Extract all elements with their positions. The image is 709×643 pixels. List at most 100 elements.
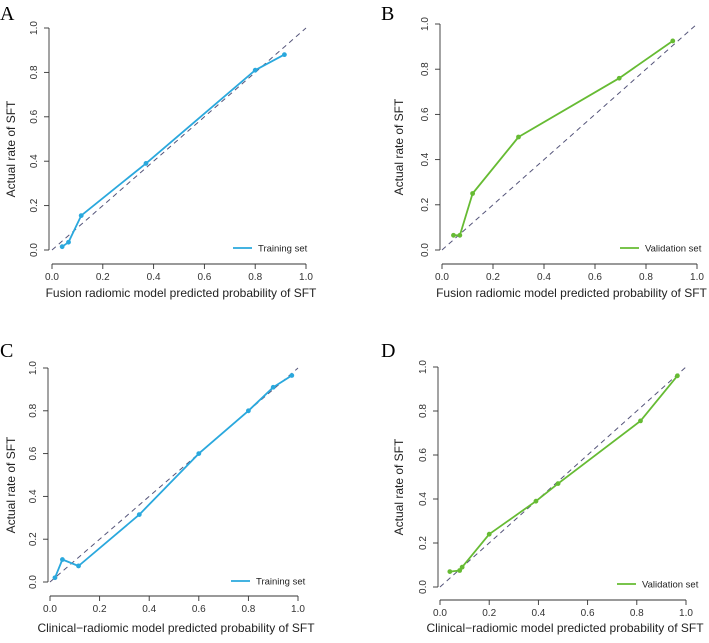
chart-2-y-tick-label: 0.4: [28, 489, 39, 503]
chart-2-x-tick-label: 0.8: [241, 604, 255, 615]
chart-2-y-tick-label: 0.0: [28, 575, 39, 589]
chart-0-x-tick-label: 0.2: [96, 272, 110, 283]
chart-3-data-point: [555, 481, 561, 486]
chart-3-data-point: [638, 418, 643, 424]
chart-2-x-axis-label: Clinical−radiomic model predicted probab…: [37, 621, 315, 635]
chart-3-x-tick-label: 0.4: [531, 608, 545, 619]
chart-0-y-tick-label: 0.0: [29, 243, 40, 257]
chart-0-panel: A 0.0 0.2 0.4 0.6 0.8 1.0 0.0 0.2 0.4 0.6 0.8 1.0 Fus…: [0, 3, 317, 300]
chart-2-series-line: [54, 374, 293, 579]
chart-0-panel-letter: A: [0, 3, 15, 25]
chart-3-data-point: [457, 568, 463, 573]
chart-0-x-tick-label: 0.4: [147, 272, 161, 283]
chart-0-data-point: [78, 213, 84, 218]
chart-2-y-tick-label: 0.8: [28, 403, 39, 417]
chart-0-y-axis-label: Actual rate of SFT: [4, 100, 18, 197]
chart-3-ideal-reference-line: [439, 366, 687, 588]
chart-0-x-tick-label: 0.8: [248, 272, 262, 283]
chart-1-ideal-reference-line: [441, 23, 698, 251]
chart-1-data-point: [470, 191, 475, 196]
chart-2-x-tick-label: 0.2: [93, 604, 107, 615]
chart-1-panel: B 0.0 0.2 0.4 0.6 0.8 1.0 0.0 0.2 0.4 0.6 0.8 1.0 Fus…: [381, 3, 708, 300]
chart-2-x-tick-label: 0.0: [43, 604, 57, 615]
chart-1-x-tick-label: 0.0: [435, 272, 449, 283]
chart-3-panel: D 0.0 0.2 0.4 0.6 0.8 1.0 0.0 0.2 0.4 0.6 0.8 1.0 Cli…: [381, 340, 704, 635]
chart-2-x-tick-label: 0.4: [142, 604, 156, 615]
chart-3-legend-label: Validation set: [642, 580, 699, 591]
chart-3-legend: Validation set: [617, 580, 699, 591]
chart-2-data-point: [196, 451, 202, 456]
chart-1-legend-label: Validation set: [645, 244, 702, 255]
chart-0-data-point: [143, 161, 149, 166]
chart-3-x-axis-label: Clinical−radiomic model predicted probab…: [426, 621, 704, 635]
chart-1-y-tick-label: 0.2: [420, 197, 431, 211]
chart-2-data-point: [60, 557, 65, 562]
chart-3-data-point: [674, 373, 680, 379]
chart-0-ideal-reference-line: [51, 27, 307, 251]
chart-0-legend-label: Training set: [258, 244, 308, 255]
chart-3-y-tick-label: 0.4: [418, 492, 429, 506]
chart-2-data-point: [246, 408, 251, 414]
chart-2-data-point: [289, 373, 295, 378]
chart-3-y-tick-label: 0.0: [418, 580, 429, 594]
chart-1-data-point: [451, 232, 456, 238]
chart-1-x-tick-label: 0.6: [588, 272, 602, 283]
chart-1-data-point: [457, 232, 463, 238]
chart-1-series-line: [453, 40, 674, 237]
chart-1-y-tick-label: 0.6: [420, 107, 431, 121]
chart-2-data-point: [270, 384, 276, 390]
chart-0-data-point: [252, 67, 258, 73]
chart-2-data-point: [136, 512, 142, 517]
chart-1-data-point: [616, 75, 622, 81]
chart-0-data-point: [282, 52, 287, 58]
chart-1-y-tick-label: 1.0: [420, 17, 431, 31]
chart-3-panel-letter: D: [381, 340, 395, 362]
chart-0-x-tick-label: 1.0: [299, 272, 313, 283]
chart-1-data-point: [516, 134, 521, 140]
chart-2-data-point: [76, 563, 81, 569]
chart-1-legend: Validation set: [620, 244, 702, 255]
chart-3-x-tick-label: 0.6: [581, 608, 595, 619]
chart-1-y-tick-label: 0.4: [420, 152, 431, 166]
chart-2-data-point: [52, 575, 58, 581]
chart-0-y-tick-label: 0.8: [29, 65, 40, 79]
chart-0-series-line: [61, 53, 285, 248]
chart-0-x-axis-label: Fusion radiomic model predicted probabil…: [46, 286, 317, 300]
chart-1-data-point: [670, 38, 676, 44]
chart-1-x-tick-label: 0.8: [639, 272, 653, 283]
chart-2-y-tick-label: 0.6: [28, 446, 39, 460]
chart-1-x-axis-label: Fusion radiomic model predicted probabil…: [436, 286, 707, 300]
chart-3-x-tick-label: 0.2: [482, 608, 496, 619]
chart-3-x-tick-label: 0.8: [630, 608, 644, 619]
chart-3-data-point: [533, 498, 539, 504]
chart-1-x-tick-label: 1.0: [690, 272, 704, 283]
chart-3-y-tick-label: 0.2: [418, 536, 429, 550]
chart-0-x-tick-label: 0.6: [197, 272, 211, 283]
chart-3-x-tick-label: 1.0: [679, 608, 693, 619]
chart-3-data-point: [459, 564, 465, 570]
chart-0-legend: Training set: [233, 244, 308, 255]
chart-0-y-tick-label: 0.6: [29, 109, 40, 123]
chart-1-y-tick-label: 0.8: [420, 62, 431, 76]
chart-1-panel-letter: B: [381, 3, 394, 25]
chart-2-legend-label: Training set: [256, 577, 306, 588]
chart-2-x-tick-label: 1.0: [291, 604, 305, 615]
chart-1-x-tick-label: 0.4: [537, 272, 551, 283]
chart-1-y-tick-label: 0.0: [420, 243, 431, 257]
chart-3-y-tick-label: 0.8: [418, 404, 429, 418]
chart-2-y-tick-label: 1.0: [28, 361, 39, 375]
chart-2-panel: C 0.0 0.2 0.4 0.6 0.8 1.0 0.0 0.2 0.4 0.6 0.8 1.0 Cli…: [0, 340, 315, 635]
chart-3-data-point: [486, 531, 492, 537]
chart-0-y-tick-label: 0.4: [29, 154, 40, 168]
chart-1-y-axis-label: Actual rate of SFT: [392, 98, 406, 195]
chart-0-y-tick-label: 0.2: [29, 198, 40, 212]
chart-0-data-point: [59, 244, 65, 250]
chart-3-y-tick-label: 1.0: [418, 360, 429, 374]
chart-2-y-axis-label: Actual rate of SFT: [4, 436, 18, 533]
chart-3-y-axis-label: Actual rate of SFT: [392, 438, 406, 535]
chart-3-y-tick-label: 0.6: [418, 448, 429, 462]
chart-2-legend: Training set: [231, 577, 306, 588]
chart-2-y-tick-label: 0.2: [28, 532, 39, 546]
chart-0-data-point: [66, 239, 71, 245]
